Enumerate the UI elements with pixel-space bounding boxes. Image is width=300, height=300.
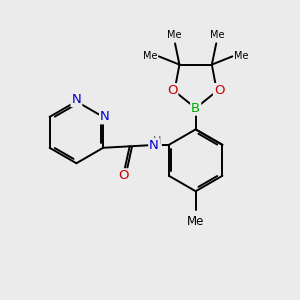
Text: O: O [118,169,129,182]
Text: N: N [100,110,110,123]
Text: N: N [149,139,159,152]
Text: O: O [214,84,224,97]
Text: Me: Me [210,30,224,40]
Text: Me: Me [187,215,204,228]
Text: N: N [71,93,81,106]
Text: B: B [191,102,200,115]
Text: H: H [153,136,161,146]
Text: O: O [167,84,177,97]
Text: Me: Me [167,30,182,40]
Text: Me: Me [234,51,248,61]
Text: Me: Me [143,51,158,61]
